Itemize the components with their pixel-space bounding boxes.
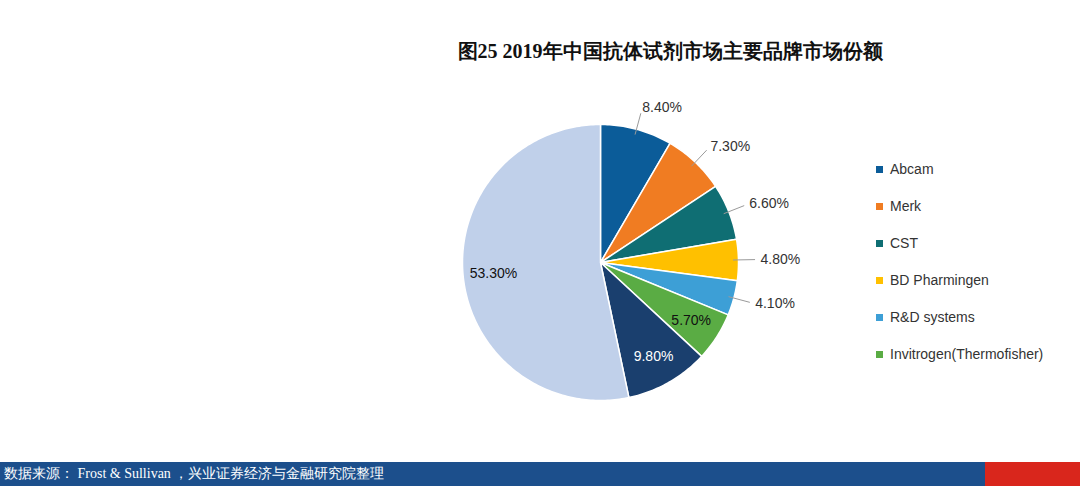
html-text:CST: CST xyxy=(890,235,918,251)
html-text:数据来源： Frost & Sullivan ，兴业证券经济: 数据来源： Frost & Sullivan ，兴业证券经济与金融研究院整理 xyxy=(4,466,385,481)
svg-text:53.30%: 53.30% xyxy=(470,265,517,281)
svg-text:4.80%: 4.80% xyxy=(761,251,801,267)
svg-text:8.40%: 8.40% xyxy=(642,99,682,115)
html-text:BD Pharmingen: BD Pharmingen xyxy=(890,272,989,288)
html-text:R&D systems: R&D systems xyxy=(890,309,975,325)
svg-text:9.80%: 9.80% xyxy=(634,348,674,364)
html-text:Merk: Merk xyxy=(890,198,922,214)
svg-text:5.70%: 5.70% xyxy=(671,312,711,328)
svg-text:6.60%: 6.60% xyxy=(749,195,789,211)
html-text:Abcam: Abcam xyxy=(890,161,934,177)
html-text:Invitrogen(Thermofisher): Invitrogen(Thermofisher) xyxy=(890,346,1044,362)
html-text:图25 2019年中国抗体试剂市场主要品牌市场份额: 图25 2019年中国抗体试剂市场主要品牌市场份额 xyxy=(457,40,883,62)
svg-text:7.30%: 7.30% xyxy=(710,138,750,154)
svg-text:4.10%: 4.10% xyxy=(755,295,795,311)
